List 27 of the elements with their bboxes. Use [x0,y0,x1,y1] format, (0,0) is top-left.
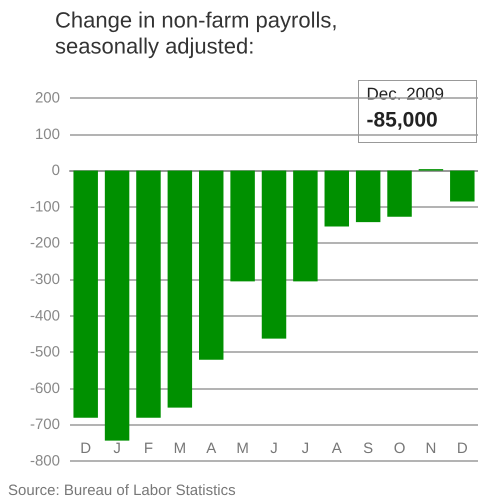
x-tick-label: F [144,440,154,457]
x-tick-label: N [426,440,436,457]
y-tick-label: -800 [30,452,60,470]
y-tick-label: 0 [52,162,60,180]
x-tick-label: D [80,440,92,457]
y-tick-label: -600 [30,380,60,397]
x-tick-label: M [236,440,249,457]
y-tick-label: -200 [30,234,60,252]
y-tick-label: -100 [30,198,60,216]
y-tick-label: -300 [30,271,60,288]
x-tick-label: M [174,440,186,457]
x-tick-label: A [206,440,216,457]
y-tick-label: 100 [34,126,60,143]
x-tick-label: J [302,440,310,457]
y-tick-label: -500 [30,344,60,361]
y-tick-label: -400 [30,307,60,324]
source-note: Source: Bureau of Labor Statistics [8,482,236,499]
x-tick-label: A [332,440,342,457]
x-tick-label: D [456,440,468,457]
x-tick-label: O [394,440,406,457]
x-tick-label: J [113,440,121,457]
y-tick-label: 200 [34,90,60,106]
x-tick-label: S [363,440,374,457]
chart-title: Change in non-farm payrolls, seasonally adjusted: [55,8,338,58]
annotation: -85,000 [366,108,438,132]
y-tick-label: -700 [30,416,60,434]
x-tick-label: J [270,440,278,457]
